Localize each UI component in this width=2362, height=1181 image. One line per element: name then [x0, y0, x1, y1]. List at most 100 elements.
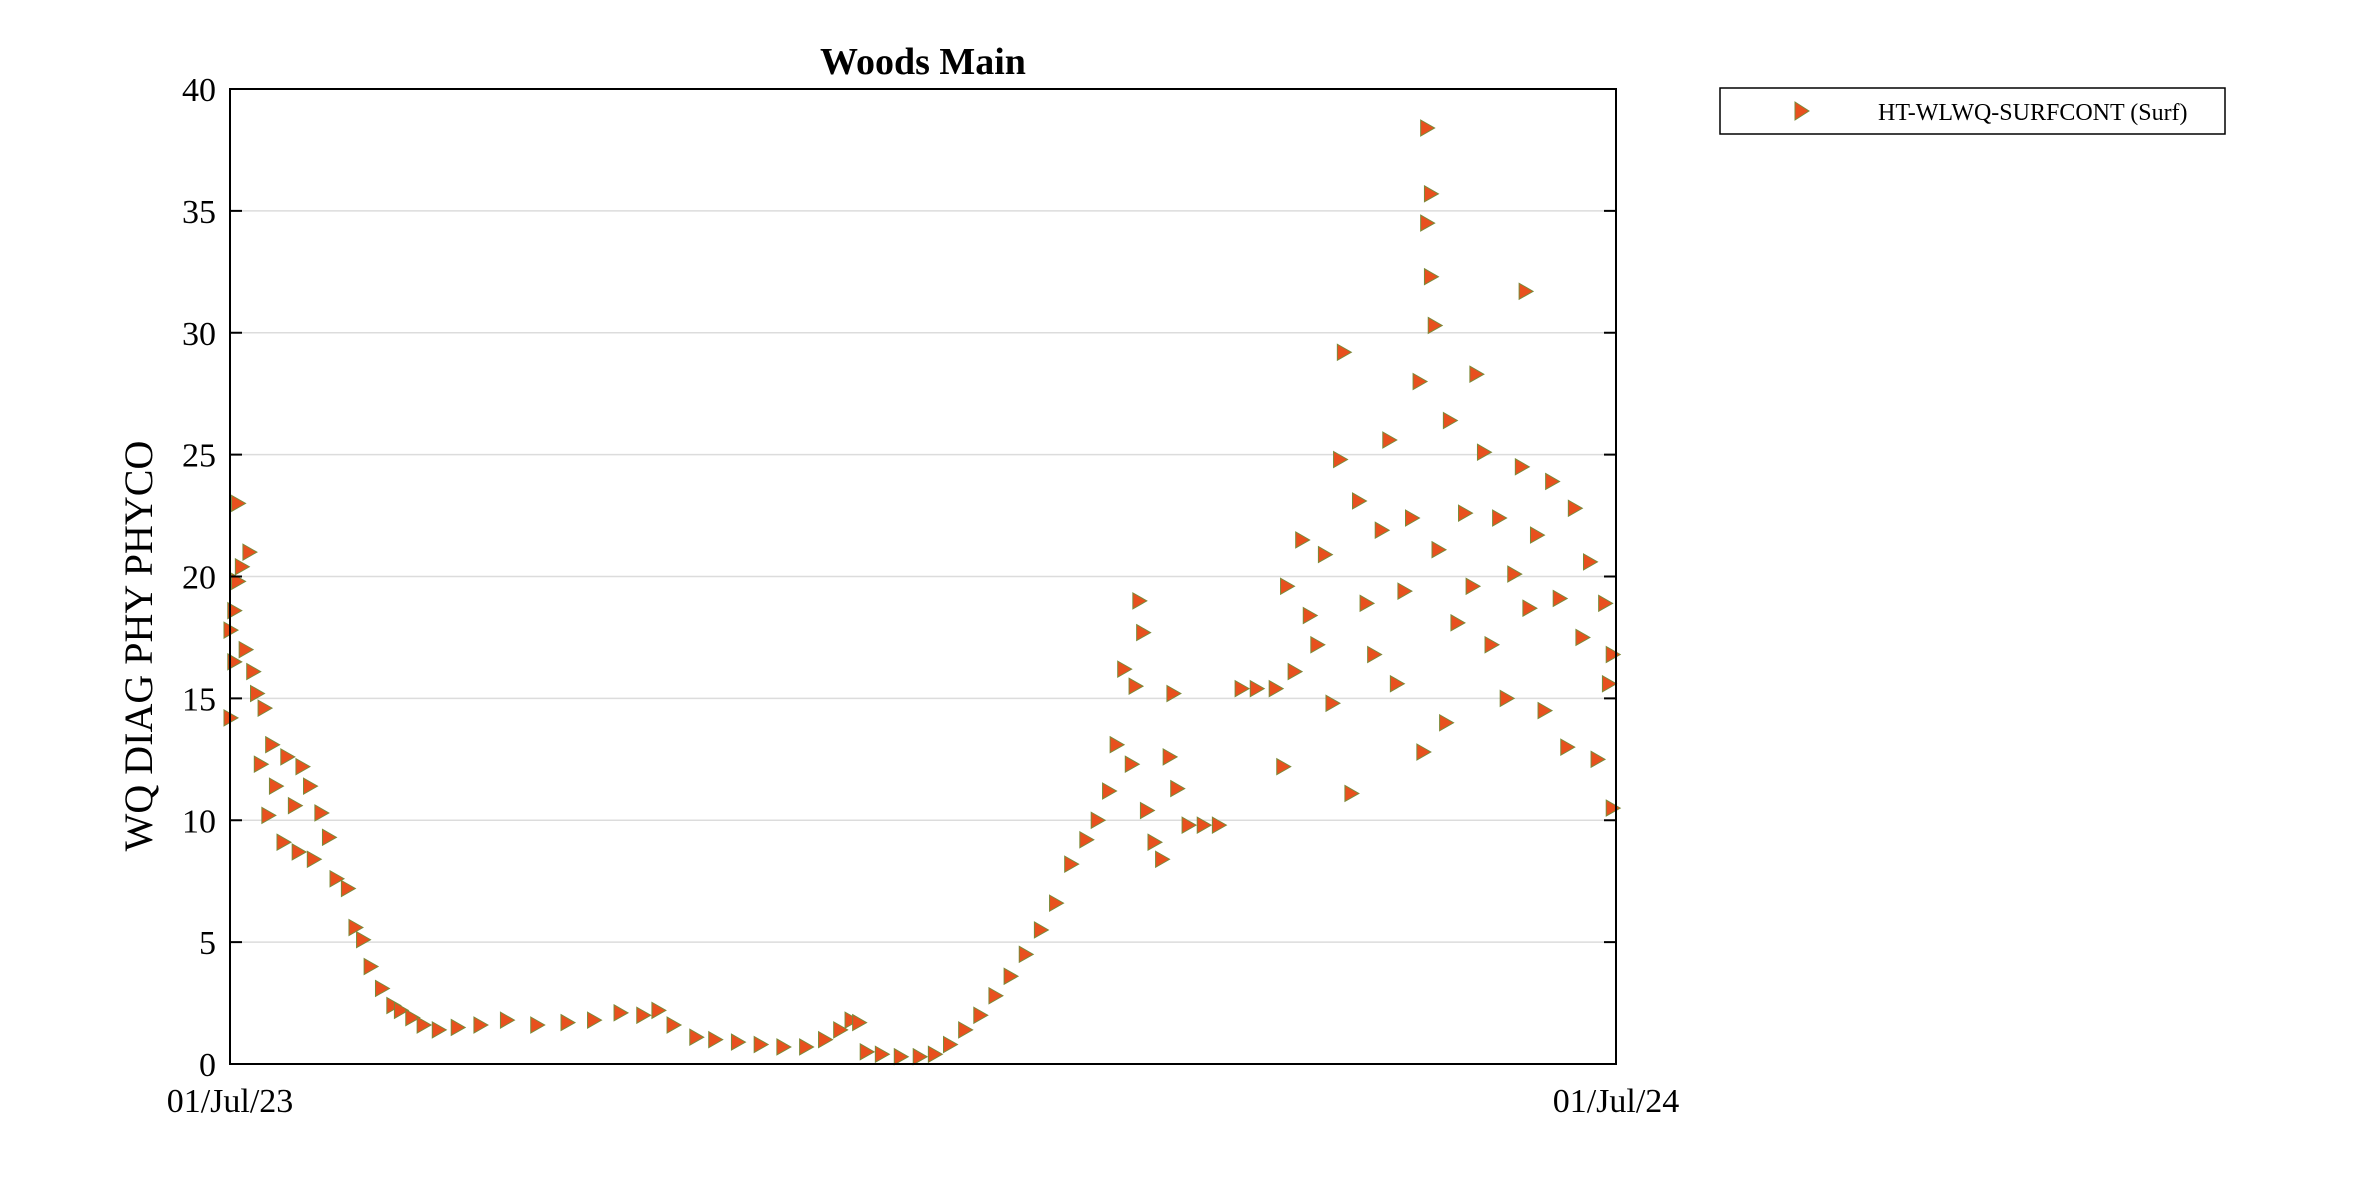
- data-point: [306, 850, 323, 869]
- data-point: [340, 879, 357, 898]
- data-point: [1439, 713, 1455, 732]
- data-point: [1450, 613, 1466, 632]
- data-point: [730, 1033, 747, 1051]
- data-point: [1582, 553, 1599, 571]
- legend[interactable]: HT-WLWQ-SURFCONT (Surf): [1719, 87, 2226, 135]
- data-point: [314, 804, 330, 822]
- data-point: [1420, 119, 1436, 137]
- data-point: [893, 1047, 910, 1066]
- data-point: [1499, 689, 1516, 708]
- data-point: [1601, 674, 1618, 693]
- data-point: [386, 996, 402, 1015]
- data-point: [1170, 779, 1186, 798]
- data-point: [238, 640, 255, 659]
- data-point: [1268, 679, 1285, 698]
- data-point: [1181, 816, 1198, 834]
- data-point: [1389, 674, 1406, 693]
- data-point: [257, 699, 274, 717]
- y-axis-ticks: 0 5 10 15 20 25 30 35 40: [182, 72, 1616, 1084]
- data-point: [1552, 589, 1569, 608]
- data-point: [1333, 450, 1349, 469]
- data-point: [689, 1028, 705, 1047]
- data-point: [431, 1021, 448, 1039]
- data-point: [1476, 443, 1493, 462]
- data-point: [1605, 645, 1622, 664]
- data-point: [1442, 411, 1459, 430]
- data-point: [1090, 811, 1107, 830]
- data-point: [1033, 921, 1050, 939]
- data-point: [1280, 577, 1296, 596]
- y-tick-label: 20: [182, 560, 216, 597]
- data-point: [227, 601, 243, 620]
- data-point: [587, 1011, 603, 1029]
- x-axis-ticks: 01/Jul/23 01/Jul/24: [167, 1052, 1680, 1120]
- data-point: [295, 757, 311, 776]
- data-points: [223, 119, 1622, 1066]
- grid: [230, 210, 1616, 943]
- data-point: [988, 986, 1004, 1005]
- data-point: [473, 1016, 489, 1034]
- data-point: [1336, 343, 1353, 362]
- data-point: [1162, 748, 1179, 766]
- data-point: [268, 777, 285, 795]
- data-point: [753, 1035, 770, 1054]
- data-point: [1276, 757, 1292, 776]
- data-point: [280, 748, 296, 766]
- data-point: [927, 1045, 944, 1064]
- data-point: [291, 843, 308, 861]
- data-point: [1351, 492, 1368, 510]
- data-point: [242, 543, 258, 561]
- data-point: [666, 1016, 683, 1034]
- data-point: [844, 1011, 861, 1029]
- data-point: [1325, 694, 1341, 713]
- data-point: [253, 755, 270, 774]
- data-point: [1064, 855, 1080, 873]
- data-point: [287, 796, 304, 815]
- data-point: [1132, 592, 1148, 610]
- data-point: [1102, 782, 1118, 800]
- data-point: [636, 1006, 652, 1025]
- data-point: [560, 1013, 577, 1032]
- data-point: [1397, 582, 1413, 600]
- data-point: [393, 1001, 410, 1020]
- data-point: [1003, 967, 1020, 986]
- y-tick-label: 5: [199, 925, 216, 962]
- data-point: [1234, 679, 1251, 698]
- data-point: [1469, 365, 1485, 384]
- data-point: [250, 684, 266, 703]
- data-point: [1518, 282, 1535, 301]
- data-point: [1374, 521, 1391, 540]
- data-point: [227, 652, 243, 671]
- data-point: [958, 1021, 974, 1039]
- data-point: [874, 1045, 891, 1064]
- data-point: [363, 957, 380, 976]
- data-point: [776, 1038, 792, 1056]
- data-point: [1484, 635, 1501, 654]
- data-point: [246, 662, 262, 681]
- data-point: [1405, 509, 1421, 527]
- data-point: [1529, 526, 1546, 544]
- data-point: [1139, 801, 1156, 820]
- data-point: [852, 1013, 868, 1032]
- data-point: [276, 833, 293, 852]
- data-point: [1427, 316, 1444, 335]
- data-point: [1458, 504, 1474, 522]
- data-point: [374, 979, 391, 998]
- data-point: [1196, 816, 1213, 834]
- data-point: [1211, 816, 1228, 834]
- data-point: [1522, 599, 1538, 618]
- data-point: [1560, 738, 1576, 756]
- data-point: [1465, 577, 1482, 596]
- data-point: [303, 777, 319, 795]
- data-point: [1359, 594, 1376, 613]
- data-point: [708, 1030, 724, 1049]
- x-tick-label: 01/Jul/23: [167, 1083, 294, 1120]
- data-point: [613, 1003, 630, 1022]
- data-point: [1598, 594, 1614, 613]
- data-point: [450, 1018, 467, 1037]
- data-point: [1416, 743, 1432, 761]
- y-tick-label: 30: [182, 316, 216, 353]
- y-tick-label: 10: [182, 803, 216, 840]
- data-point: [1155, 850, 1171, 869]
- x-tick-label: 01/Jul/24: [1553, 1083, 1680, 1120]
